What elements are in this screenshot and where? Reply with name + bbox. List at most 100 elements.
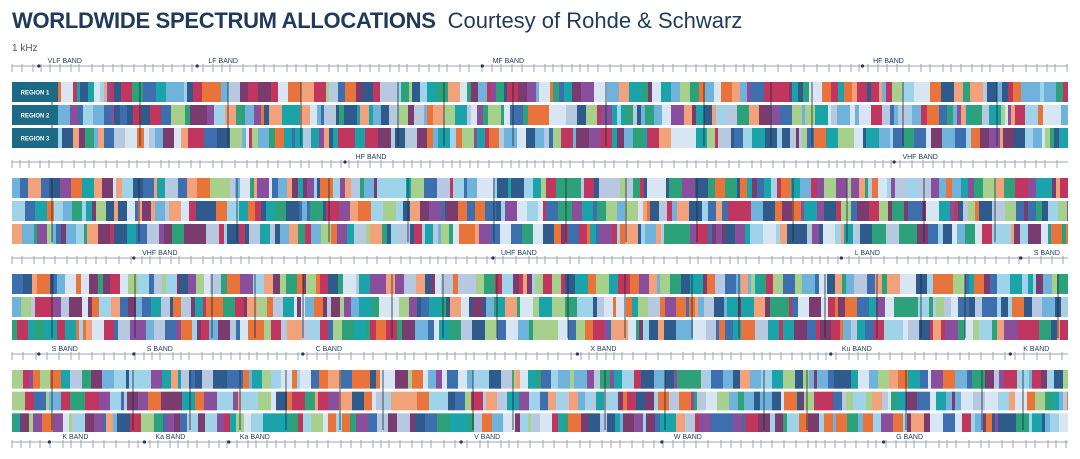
allocation-block [437,82,448,102]
allocation-block [195,370,202,389]
band-label: HF BAND [873,58,904,65]
allocation-block [699,82,705,102]
allocation-block [402,178,406,198]
allocation-block [706,391,717,411]
allocation-block [745,413,758,432]
allocation-block [448,391,452,411]
allocation-block [399,297,409,317]
allocation-block [906,297,918,317]
allocation-block [1042,297,1055,317]
allocation-block [12,274,23,294]
allocation-block [884,320,888,340]
allocation-block [165,201,169,221]
allocation-block [846,391,853,411]
band-label: S BAND [52,346,78,353]
allocation-block [370,370,376,389]
allocation-block [104,128,114,148]
allocation-block [563,413,568,432]
allocation-block [644,128,647,148]
allocation-block [328,320,333,340]
allocation-block [63,413,69,432]
allocation-block [504,82,507,102]
allocation-block [718,128,731,148]
allocation-block [726,105,737,125]
allocation-block [356,413,368,432]
allocation-block [821,297,828,317]
allocation-block [761,370,772,389]
allocation-block [857,201,869,221]
allocation-block [997,320,1004,340]
allocation-block [133,178,143,198]
allocation-block [224,224,227,244]
allocation-block [522,224,533,244]
allocation-block [543,224,554,244]
allocation-block [608,320,611,340]
allocation-block [303,178,307,198]
allocation-block [460,82,467,102]
allocation-block [721,82,732,102]
allocation-block [107,82,110,102]
allocation-block [950,201,954,221]
allocation-block [319,128,324,148]
allocation-block [789,297,792,317]
allocation-block [239,224,245,244]
allocation-block [765,297,770,317]
allocation-block [365,128,378,148]
allocation-block [1036,178,1044,198]
allocation-block [808,413,819,432]
allocation-block [450,178,453,198]
allocation-block [143,82,156,102]
allocation-block [859,105,871,125]
allocation-block [395,370,408,389]
allocation-block [798,297,809,317]
allocation-block [623,391,627,411]
allocation-block [82,178,94,198]
allocation-block [617,224,620,244]
allocation-block [303,274,306,294]
allocation-block [352,391,364,411]
allocation-block [747,320,755,340]
allocation-block [351,297,359,317]
allocation-block [358,201,371,221]
allocation-block [625,201,638,221]
allocation-block [416,274,425,294]
allocation-block [760,201,763,221]
allocation-block [1002,82,1008,102]
allocation-block [995,413,998,432]
allocation-block [128,297,136,317]
allocation-block [372,391,376,411]
allocation-block [650,201,659,221]
allocation-block [660,274,670,294]
allocation-block [323,297,327,317]
allocation-block [815,274,819,294]
allocation-block [561,274,565,294]
allocation-block [961,105,966,125]
allocation-block [529,391,540,411]
allocation-block [166,274,177,294]
allocation-block [343,274,356,294]
allocation-block [1005,201,1016,221]
allocation-block [408,105,414,125]
allocation-block [456,128,462,148]
allocation-block [252,370,262,389]
allocation-block [772,391,781,411]
allocation-block [203,201,216,221]
allocation-block [817,201,824,221]
allocation-block [983,178,996,198]
allocation-block [527,201,538,221]
allocation-block [596,224,599,244]
allocation-block [166,413,174,432]
allocation-block [954,82,960,102]
allocation-block [84,224,87,244]
allocation-block [945,320,958,340]
allocation-block [224,413,230,432]
allocation-block [601,128,612,148]
allocation-block [483,391,486,411]
allocation-block [541,178,546,198]
allocation-block [1063,391,1067,411]
allocation-block [754,391,760,411]
allocation-block [273,297,283,317]
allocation-block [733,413,742,432]
allocation-block [180,274,188,294]
allocation-block [853,224,860,244]
